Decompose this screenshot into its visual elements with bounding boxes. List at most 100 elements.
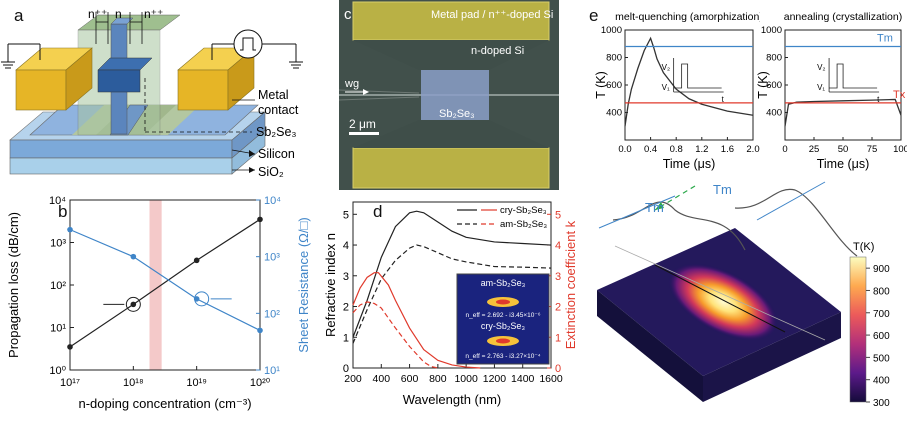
y-tick-label: 1: [343, 332, 349, 344]
y-axis-label: Propagation loss (dB/cm): [6, 212, 21, 358]
bottom-metal-pad: [352, 147, 550, 189]
series-line-0: [784, 98, 902, 127]
chart-e2: annealing (crystallization) 0 25 50 75 100 400…: [757, 11, 907, 171]
chart-title: melt-quenching (amorphization): [615, 11, 760, 23]
inset-am-neff: n_eff = 2.692 - i3.45×10⁻⁶: [465, 312, 540, 319]
series-line-0: [624, 36, 754, 127]
x-tick-label: 0: [782, 144, 787, 155]
panel-a: a: [0, 0, 330, 190]
panel-b: b 10¹⁷ 10¹⁸ 10¹⁹ 10²⁰ 10⁰ 10¹ 10² 10³ 10⁴ 10¹ 10² 1…: [0, 190, 325, 416]
y-tick-label: 400: [766, 108, 782, 119]
x-tick-label: 200: [344, 373, 362, 385]
legend-label: am-Sb₂Se₃: [500, 219, 547, 230]
colorbar-tick-label: 300: [873, 398, 890, 409]
x-tick-label: 600: [401, 373, 419, 385]
x-tick-label: 10²⁰: [250, 377, 271, 389]
y-tick-label: 10³: [50, 238, 66, 250]
highlight-band: [149, 200, 162, 370]
metal-label: Metal: [258, 88, 289, 102]
inset-v1: V₁: [662, 83, 670, 92]
colorbar-tick-label: 400: [873, 376, 890, 387]
data-point: [193, 257, 200, 264]
metal-pad-label: Metal pad / n⁺⁺-doped Si: [431, 9, 553, 21]
y-axis-label: T (K): [595, 71, 608, 99]
panel-label-c: c: [344, 6, 352, 23]
panel-c: Metal pad / n⁺⁺-doped Si n-doped Si wg S…: [338, 0, 559, 190]
x-axis-label: n-doping concentration (cm⁻³): [78, 396, 251, 411]
y-tick-label: 800: [766, 53, 782, 64]
inset-cry-label: cry-Sb₂Se₃: [481, 321, 526, 331]
colorbar-title: T(K): [853, 241, 874, 253]
chart-title: annealing (crystallization): [784, 11, 902, 23]
x-tick-label: 1.6: [721, 144, 734, 155]
x-tick-label: 400: [373, 373, 391, 385]
sio2-layer: [9, 157, 233, 175]
panel-label-b: b: [58, 202, 68, 221]
y2-tick-label: 1: [555, 332, 561, 344]
y2-tick-label: 10³: [264, 252, 280, 264]
x-tick-label: 10¹⁷: [60, 377, 80, 389]
y-tick-label: 0: [343, 363, 349, 375]
y-tick-label: 3: [343, 271, 349, 283]
series-line-3: [352, 301, 438, 369]
x-tick-label: 800: [429, 373, 447, 385]
y2-axis-label: Extinction coefficient k: [563, 220, 578, 349]
x-tick-label: 50: [838, 144, 849, 155]
y-axis-label: Refractive index n: [325, 233, 338, 337]
x-tick-label: 75: [867, 144, 878, 155]
colorbar: [849, 256, 867, 403]
thermal-simulation: Tm Tm T(K) 900 800 700 600 500 400 300: [597, 181, 890, 409]
scale-bar: [349, 132, 379, 135]
n-plus-right-label: n⁺⁺: [144, 7, 163, 21]
colorbar-tick-label: 900: [873, 264, 890, 275]
tm-label: Tm: [877, 33, 893, 45]
y2-tick-label: 0: [555, 363, 561, 375]
n-plus-left-label: n⁺⁺: [88, 7, 107, 21]
y-tick-label: 10⁴: [49, 195, 66, 207]
y-axis-label: T (K): [757, 71, 770, 99]
y-tick-label: 400: [606, 108, 622, 119]
y-tick-label: 10¹: [50, 323, 66, 335]
x-tick-label: 1.2: [695, 144, 708, 155]
sb2se3-label: Sb₂Se₃: [256, 125, 297, 139]
inset-v1: V₁: [817, 83, 825, 92]
inset-t: t: [722, 95, 725, 104]
y2-tick-label: 10¹: [264, 365, 280, 377]
panel-d: d 200 400 600 800 1000 1200 1400 1600 0 1 2 3 4 5 0 1 2 3…: [323, 190, 585, 416]
data-point: [67, 344, 73, 350]
mode-core-cry: [496, 338, 510, 344]
colorbar-tick-label: 800: [873, 286, 890, 297]
y-tick-label: 1000: [601, 25, 622, 36]
x-tick-label: 10¹⁹: [186, 377, 207, 389]
series-line-1: [352, 244, 552, 344]
pulse-waveform: [829, 63, 878, 89]
colorbar-tick-label: 700: [873, 309, 890, 320]
marker-circle-right: [194, 291, 210, 307]
tm-label-1: Tm: [645, 200, 664, 215]
inset-v2: V₂: [817, 63, 825, 72]
plot-frame: [352, 201, 552, 369]
data-point: [257, 327, 263, 334]
sb2se3-patch-label: Sb₂Se₃: [439, 108, 475, 120]
tx-label: Tx: [893, 89, 906, 101]
data-point: [130, 253, 137, 260]
top-metal-pad: [352, 1, 550, 41]
y2-tick-label: 4: [555, 240, 561, 252]
y-tick-label: 600: [606, 80, 622, 91]
colorbar-tick-label: 600: [873, 331, 890, 342]
x-axis-label: Wavelength (nm): [403, 392, 502, 407]
y-tick-label: 5: [343, 209, 349, 221]
y2-tick-label: 3: [555, 271, 561, 283]
y-tick-label: 10²: [50, 280, 66, 292]
chart-b: 10¹⁷ 10¹⁸ 10¹⁹ 10²⁰ 10⁰ 10¹ 10² 10³ 10⁴ 10¹ 10² 10³…: [6, 195, 311, 411]
sem-image: Metal pad / n⁺⁺-doped Si n-doped Si wg S…: [338, 0, 559, 190]
y-tick-label: 4: [343, 240, 349, 252]
chart-d: 200 400 600 800 1000 1200 1400 1600012345012345…: [323, 201, 578, 407]
silicon-layer: [9, 139, 233, 159]
inset-t: t: [877, 95, 880, 104]
inset-cry-neff: n_eff = 2.763 - i3.27×10⁻⁴: [465, 353, 540, 360]
x-axis-label: Time (μs): [817, 157, 870, 171]
sb2se3-patch: [421, 70, 489, 120]
scale-bar-label: 2 μm: [349, 117, 376, 131]
x-tick-label: 1000: [454, 373, 478, 385]
